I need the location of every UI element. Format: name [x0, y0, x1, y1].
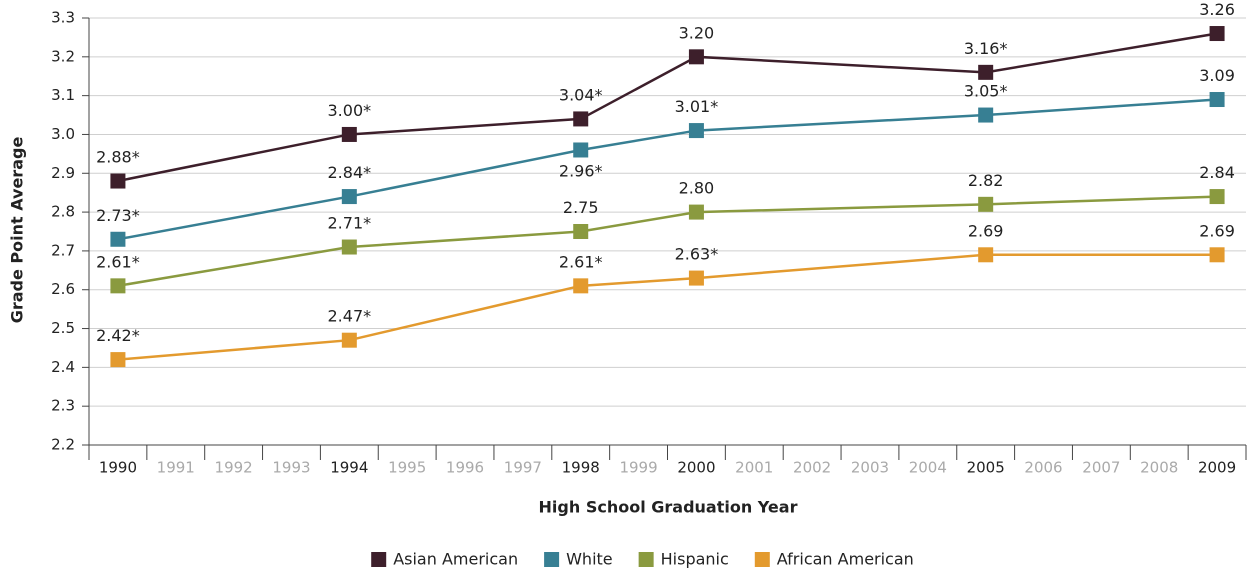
x-tick-label: 1998: [562, 459, 600, 477]
legend-swatch: [371, 552, 387, 567]
x-tick-label: 2005: [967, 459, 1005, 477]
marker: [1209, 189, 1225, 205]
legend-swatch: [544, 552, 560, 567]
x-tick-label: 2001: [735, 459, 773, 477]
y-axis-title: Grade Point Average: [8, 137, 27, 324]
x-tick-label: 2004: [909, 459, 947, 477]
series-line: [117, 253, 1218, 361]
marker: [1209, 247, 1225, 263]
legend-label: Asian American: [393, 550, 518, 569]
marker: [688, 204, 704, 220]
data-label: 2.47*: [328, 307, 372, 326]
marker: [1209, 92, 1225, 108]
data-label: 3.09: [1199, 66, 1235, 85]
marker: [110, 278, 126, 294]
data-label: 2.73*: [96, 206, 140, 225]
marker: [573, 111, 589, 127]
y-tick-label: 3.0: [51, 125, 75, 143]
data-label: 3.16*: [964, 39, 1008, 58]
data-label: 3.05*: [964, 82, 1008, 101]
marker: [978, 196, 994, 212]
marker: [341, 126, 357, 142]
data-label: 2.96*: [559, 161, 603, 180]
x-tick-label: 2009: [1198, 459, 1236, 477]
data-label: 2.88*: [96, 148, 140, 167]
x-tick-label: 2003: [851, 459, 889, 477]
data-label: 2.75: [563, 198, 599, 217]
data-label: 2.61*: [96, 252, 140, 271]
data-label: 2.69: [968, 221, 1004, 240]
data-label: 3.20: [679, 23, 715, 42]
y-tick-label: 3.2: [51, 47, 75, 65]
x-tick-label: 1991: [157, 459, 195, 477]
legend-label: White: [566, 550, 613, 569]
x-tick-label: 1996: [446, 459, 484, 477]
marker: [688, 49, 704, 65]
marker: [110, 352, 126, 368]
series-line: [117, 32, 1218, 183]
marker: [573, 278, 589, 294]
y-tick-label: 2.6: [51, 280, 75, 298]
data-label: 2.84: [1199, 163, 1235, 182]
y-tick-label: 2.3: [51, 397, 75, 415]
data-label: 2.69: [1199, 221, 1235, 240]
x-tick-label: 1992: [215, 459, 253, 477]
x-tick-label: 1990: [99, 459, 137, 477]
data-label: 3.04*: [559, 85, 603, 104]
marker: [573, 142, 589, 158]
data-label: 2.63*: [675, 245, 719, 264]
legend-swatch: [754, 552, 770, 567]
x-tick-label: 2008: [1140, 459, 1178, 477]
y-tick-label: 3.3: [51, 9, 75, 27]
series-line: [117, 195, 1218, 288]
marker: [1209, 26, 1225, 42]
x-tick-label: 2002: [793, 459, 831, 477]
marker: [978, 64, 994, 80]
data-label: 3.01*: [675, 97, 719, 116]
marker: [110, 231, 126, 247]
x-tick-label: 1994: [330, 459, 368, 477]
legend-label: Hispanic: [661, 550, 729, 569]
y-tick-label: 3.1: [51, 86, 75, 104]
marker: [978, 107, 994, 123]
y-tick-label: 2.9: [51, 164, 75, 182]
data-label: 2.80: [679, 179, 715, 198]
legend: Asian American White Hispanic African Ameri…: [371, 550, 914, 569]
y-tick-label: 2.7: [51, 241, 75, 259]
legend-label: African American: [777, 550, 914, 569]
marker: [341, 332, 357, 348]
x-tick-label: 2006: [1024, 459, 1062, 477]
series-line: [117, 98, 1218, 241]
marker: [688, 123, 704, 139]
data-label: 2.84*: [328, 163, 372, 182]
marker: [110, 173, 126, 189]
x-tick-label: 2007: [1082, 459, 1120, 477]
marker: [341, 239, 357, 255]
data-label: 2.82: [968, 171, 1004, 190]
y-tick-label: 2.4: [51, 358, 75, 376]
marker: [573, 224, 589, 239]
data-label: 2.42*: [96, 326, 140, 345]
marker: [978, 247, 994, 263]
marker: [341, 189, 357, 205]
y-tick-label: 2.2: [51, 436, 75, 454]
x-axis-title: High School Graduation Year: [539, 498, 798, 517]
y-tick-label: 2.5: [51, 319, 75, 337]
data-label: 2.61*: [559, 252, 603, 271]
x-tick-label: 1995: [388, 459, 426, 477]
x-tick-label: 1993: [272, 459, 310, 477]
marker: [688, 270, 704, 286]
x-tick-label: 1997: [504, 459, 542, 477]
data-label: 3.26: [1199, 0, 1235, 19]
x-tick-label: 1999: [619, 459, 657, 477]
legend-swatch: [638, 552, 654, 567]
data-label: 3.00*: [328, 101, 372, 120]
data-label: 2.71*: [328, 214, 372, 233]
x-tick-label: 2000: [677, 459, 715, 477]
y-tick-label: 2.8: [51, 203, 75, 221]
